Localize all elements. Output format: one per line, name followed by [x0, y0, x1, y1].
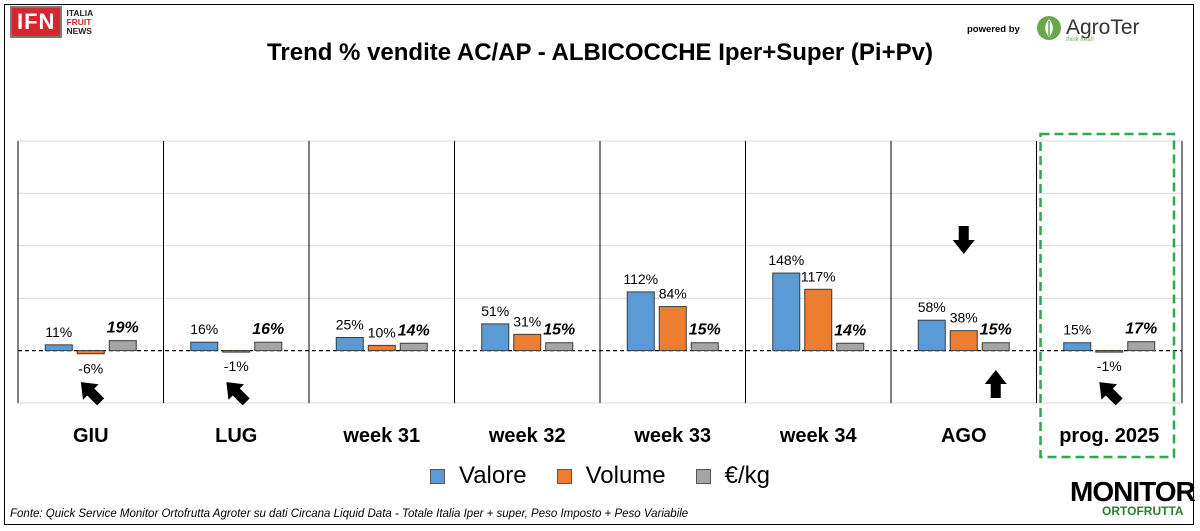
powered-by-label: powered by	[967, 24, 1020, 35]
bar-volume-week-32	[513, 333, 542, 352]
data-label-volume-week-33: 84%	[659, 286, 687, 302]
data-label-kg-ago: 15%	[980, 322, 1012, 339]
bar-volume-week-34	[804, 288, 833, 352]
data-label-kg-week-32: 15%	[543, 322, 575, 339]
bar-valore-ago	[917, 319, 946, 352]
bar-kg-week-32	[545, 342, 574, 352]
x-tick-label-week-34: week 34	[779, 425, 858, 447]
data-label-volume-week-31: 10%	[368, 324, 396, 340]
bar-kg-week-33	[690, 342, 719, 352]
data-label-volume-lug: -1%	[224, 358, 249, 374]
annotation-arrow-up-left-icon	[1099, 382, 1123, 406]
legend-item-prezzo: €/kg	[695, 462, 771, 490]
bar-kg-week-31	[399, 342, 428, 352]
ifn-logo-text: ITALIA FRUIT NEWS	[66, 7, 94, 36]
bar-valore-week-33	[626, 291, 655, 352]
data-label-volume-prog-2025: -1%	[1097, 358, 1122, 374]
data-label-kg-week-33: 15%	[689, 322, 721, 339]
data-label-volume-giu: -6%	[78, 361, 103, 377]
annotation-arrow-up-left-icon	[226, 382, 250, 406]
data-label-valore-lug: 16%	[190, 321, 218, 337]
bar-valore-prog-2025	[1063, 342, 1092, 352]
legend-swatch-volume	[556, 468, 572, 484]
highlight-box	[1039, 132, 1176, 459]
legend-label-volume: Volume	[585, 462, 666, 489]
bar-valore-week-34	[772, 272, 801, 352]
chart-frame	[4, 4, 1194, 525]
x-tick-label-week-33: week 33	[633, 425, 711, 447]
data-label-kg-prog-2025: 17%	[1125, 321, 1157, 338]
legend-swatch-valore	[429, 468, 445, 484]
bar-kg-ago	[981, 342, 1010, 352]
x-tick-label-lug: LUG	[215, 425, 257, 447]
bar-kg-lug	[254, 341, 283, 352]
monitor-logo-main: MONITOR	[1070, 476, 1196, 507]
bar-volume-prog-2025	[1095, 350, 1124, 353]
data-label-valore-week-32: 51%	[481, 303, 509, 319]
data-label-kg-week-34: 14%	[834, 322, 866, 339]
bar-valore-giu	[44, 344, 73, 352]
bar-kg-prog-2025	[1127, 341, 1156, 352]
data-label-valore-week-31: 25%	[336, 317, 364, 333]
bar-volume-week-33	[658, 306, 687, 352]
bar-valore-week-32	[481, 323, 510, 352]
legend-item-valore: Valore	[429, 462, 527, 490]
data-label-volume-week-32: 31%	[513, 313, 541, 329]
ifn-logo: IFN ITALIA FRUIT NEWS	[10, 6, 93, 38]
data-label-valore-giu: 11%	[45, 324, 72, 340]
chart-title: Trend % vendite AC/AP - ALBICOCCHE Iper+…	[267, 39, 933, 66]
x-tick-label-prog-2025: prog. 2025	[1059, 425, 1159, 447]
ifn-logo-mark: IFN	[10, 6, 63, 38]
bar-kg-giu	[108, 340, 137, 352]
bar-kg-week-34	[836, 342, 865, 352]
legend-label-valore: Valore	[458, 462, 527, 489]
data-label-valore-week-33: 112%	[623, 271, 658, 287]
data-label-kg-week-31: 14%	[398, 322, 430, 339]
bar-volume-lug	[222, 350, 251, 353]
data-label-volume-week-34: 117%	[801, 268, 836, 284]
agroter-tagline: think fresh	[1066, 37, 1094, 43]
annotation-arrow-up-icon	[984, 370, 1007, 398]
legend-label-prezzo: €/kg	[724, 462, 771, 489]
bar-valore-week-31	[335, 337, 364, 352]
bar-volume-giu	[76, 350, 105, 355]
data-label-kg-giu: 19%	[107, 320, 139, 337]
bar-volume-ago	[949, 330, 978, 352]
chart-legend: Valore Volume €/kg	[0, 462, 1200, 490]
data-label-valore-week-34: 148%	[768, 252, 804, 268]
legend-item-volume: Volume	[556, 462, 666, 490]
data-label-valore-ago: 58%	[918, 299, 946, 315]
bar-volume-week-31	[367, 344, 396, 352]
x-tick-label-week-31: week 31	[342, 425, 420, 447]
x-tick-label-ago: AGO	[941, 425, 987, 447]
monitor-logo-sub: ORTOFRUTTA	[1102, 504, 1184, 518]
x-tick-label-week-32: week 32	[488, 425, 566, 447]
data-label-kg-lug: 16%	[252, 321, 284, 338]
annotation-arrow-down-icon	[952, 226, 975, 254]
legend-swatch-prezzo	[695, 468, 711, 484]
agroter-leaf-icon	[1037, 16, 1061, 40]
bar-valore-lug	[190, 341, 219, 352]
data-label-volume-ago: 38%	[950, 310, 978, 326]
x-tick-label-giu: GIU	[73, 425, 109, 447]
source-note: Fonte: Quick Service Monitor Ortofrutta …	[10, 508, 689, 520]
data-label-valore-prog-2025: 15%	[1063, 322, 1091, 338]
agroter-logo: AgroTer think fresh	[1036, 15, 1140, 43]
annotation-arrow-up-left-icon	[80, 382, 105, 406]
agroter-name: AgroTer	[1066, 16, 1140, 39]
monitor-ortofrutta-logo: MONITOR ORTOFRUTTA	[1070, 476, 1196, 518]
